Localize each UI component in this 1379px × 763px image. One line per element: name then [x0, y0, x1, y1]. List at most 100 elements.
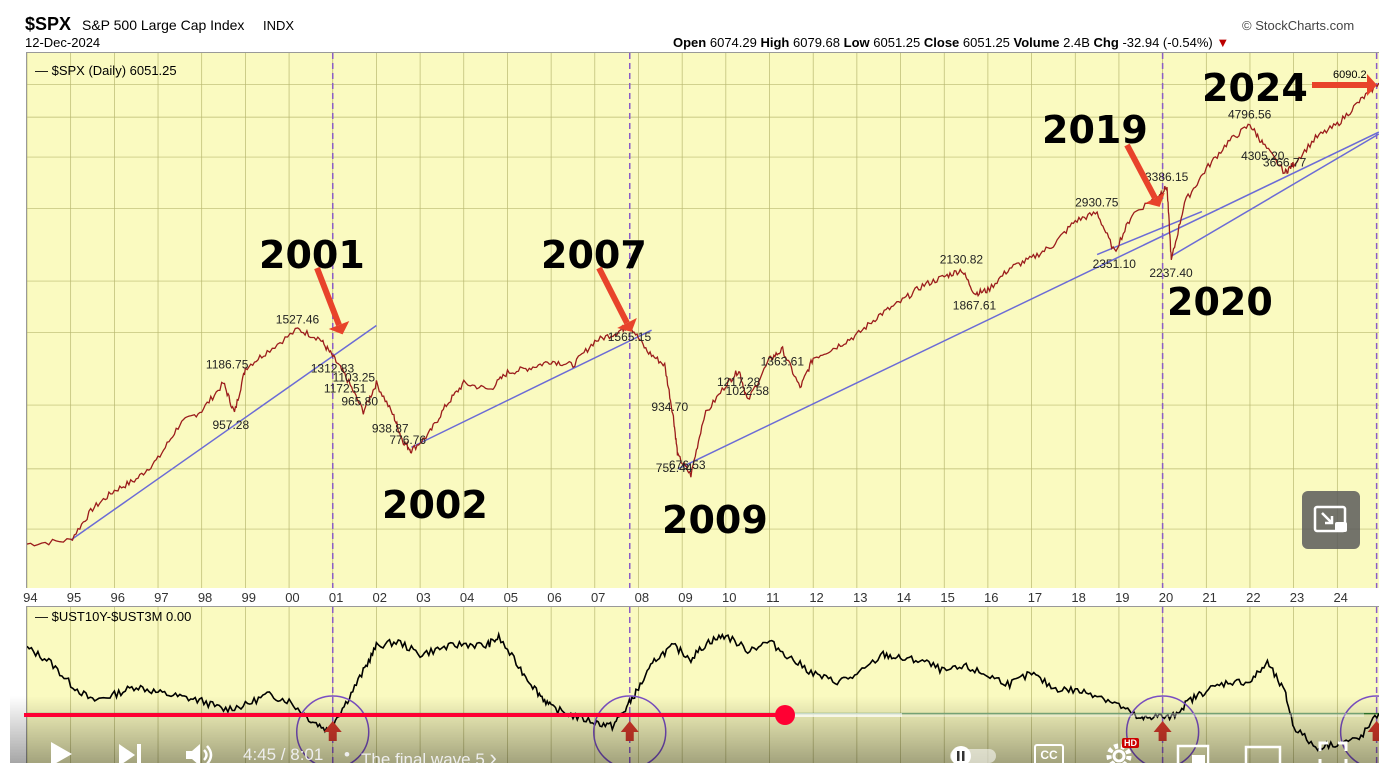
x-tick-label: 96 [110, 590, 125, 605]
ohlc-row: Open 6074.29 High 6079.68 Low 6051.25 Cl… [673, 35, 1229, 50]
x-axis: 94 95 96 97 98 99 00 01 02 03 04 05 06 07 08 09 10 11 12 13… [10, 588, 1379, 606]
chapter-label: The final wave 5 [361, 750, 485, 763]
price-annotation: 2351.10 [1093, 257, 1137, 271]
x-tick-label: 20 [1158, 590, 1174, 605]
trend-line [677, 131, 1379, 470]
x-tick-label: 00 [285, 590, 300, 605]
x-tick-label: 03 [416, 590, 431, 605]
x-tick-label: 01 [328, 590, 344, 605]
x-tick-label: 02 [372, 590, 388, 605]
high-label: High [760, 35, 790, 50]
chart-symbol: $SPX [25, 14, 72, 34]
price-annotation: 957.28 [212, 418, 249, 432]
price-annotation: 1022.58 [726, 384, 770, 398]
price-annotation: 1867.61 [953, 298, 997, 312]
x-tick-label: 18 [1071, 590, 1086, 605]
yield-spread-panel: — $UST10Y-$UST3M 0.00 [26, 606, 1379, 763]
captions-button[interactable]: CC [1034, 744, 1064, 763]
low-label: Low [843, 35, 870, 50]
x-tick-label: 23 [1289, 590, 1305, 605]
x-tick-label: 15 [940, 590, 955, 605]
chart-index-name: S&P 500 Large Cap Index [82, 17, 245, 33]
x-tick-label: 06 [547, 590, 562, 605]
price-annotation: 1565.15 [608, 330, 652, 344]
settings-button[interactable]: HD [1104, 738, 1139, 763]
red-arrow-icon [1124, 143, 1158, 200]
spx-price-line [26, 82, 1379, 547]
hd-badge: HD [1122, 738, 1139, 748]
theater-mode-button[interactable] [1244, 744, 1282, 763]
chg-value: -32.94 (-0.54%) [1122, 35, 1213, 50]
trend-line [1170, 133, 1379, 257]
up-arrow-icon [1367, 721, 1379, 741]
chart-legend: — $SPX (Daily) 6051.25 [35, 63, 177, 78]
up-arrow-icon [620, 721, 639, 741]
chart-credit: © StockCharts.com [1242, 18, 1355, 33]
video-frame: $SPX S&P 500 Large Cap Index INDX 12-Dec… [10, 10, 1379, 763]
low-value: 6051.25 [873, 35, 921, 50]
time-display: 4:45 / 8:01 [243, 745, 324, 763]
captions-icon: CC [1034, 744, 1064, 763]
volume-value: 2.4B [1063, 35, 1090, 50]
play-button[interactable] [48, 740, 74, 763]
price-annotation: 1186.75 [206, 357, 249, 371]
price-annotation: 1363.61 [761, 355, 805, 369]
signal-circle [593, 695, 667, 763]
x-tick-label: 97 [154, 590, 169, 605]
time-separator: • [344, 745, 350, 763]
miniplayer-button[interactable] [1176, 744, 1210, 763]
volume-label: Volume [1013, 35, 1060, 50]
spread-legend: — $UST10Y-$UST3M 0.00 [35, 609, 191, 624]
pip-button[interactable] [1302, 491, 1360, 549]
last-value-label: 6090.2 [1333, 69, 1367, 81]
trend-line [1096, 210, 1203, 256]
settings-icon [1106, 743, 1132, 763]
year-callout: 2002 [382, 483, 488, 527]
x-tick-label: 99 [241, 590, 256, 605]
price-annotation: 4796.56 [1228, 108, 1272, 122]
volume-icon [186, 744, 213, 763]
price-annotation: 1172.51 [324, 382, 367, 396]
open-value: 6074.29 [709, 35, 757, 50]
open-label: Open [673, 35, 707, 50]
year-callout: 2024 [1202, 66, 1308, 110]
x-tick-label: 21 [1202, 590, 1217, 605]
pip-icon [1313, 505, 1347, 533]
player-controls: 4:45 / 8:01 • The final wave 5 › CC HD [10, 696, 1379, 763]
chart-exchange: INDX [263, 18, 295, 33]
next-button[interactable] [116, 742, 144, 763]
signal-circle [1125, 695, 1200, 763]
x-tick-label: 09 [678, 590, 693, 605]
price-annotation: 938.87 [372, 421, 409, 435]
x-tick-label: 14 [896, 590, 912, 605]
x-tick-label: 12 [809, 590, 824, 605]
red-arrowhead-icon [1145, 192, 1165, 207]
red-arrowhead-icon [328, 321, 350, 335]
x-tick-label: 11 [766, 590, 780, 605]
year-callout: 2020 [1167, 280, 1273, 324]
yield-spread-line [26, 631, 1379, 752]
chapter-title[interactable]: The final wave 5 › [361, 745, 497, 763]
x-tick-label: 24 [1333, 590, 1348, 605]
volume-button[interactable] [184, 742, 218, 763]
progress-bar[interactable] [24, 705, 1364, 725]
progress-scrubber-handle[interactable] [775, 705, 796, 725]
price-annotation: 3386.15 [1145, 170, 1189, 184]
autoplay-toggle[interactable] [948, 746, 1000, 763]
progress-played [24, 713, 786, 717]
fullscreen-button[interactable] [1318, 741, 1348, 763]
price-annotation: 2930.75 [1075, 196, 1119, 210]
x-tick-label: 22 [1246, 590, 1261, 605]
x-tick-label: 98 [197, 590, 213, 605]
play-icon [51, 742, 72, 763]
chg-label: Chg [1093, 35, 1119, 50]
red-arrowhead-icon [1367, 74, 1377, 96]
signal-circle [1339, 695, 1379, 763]
x-tick-label: 10 [721, 590, 737, 605]
trend-line [70, 324, 377, 541]
close-value: 6051.25 [962, 35, 1010, 50]
trend-line [411, 329, 652, 448]
price-annotation: 676.53 [669, 458, 706, 472]
x-tick-label: 17 [1027, 590, 1043, 605]
